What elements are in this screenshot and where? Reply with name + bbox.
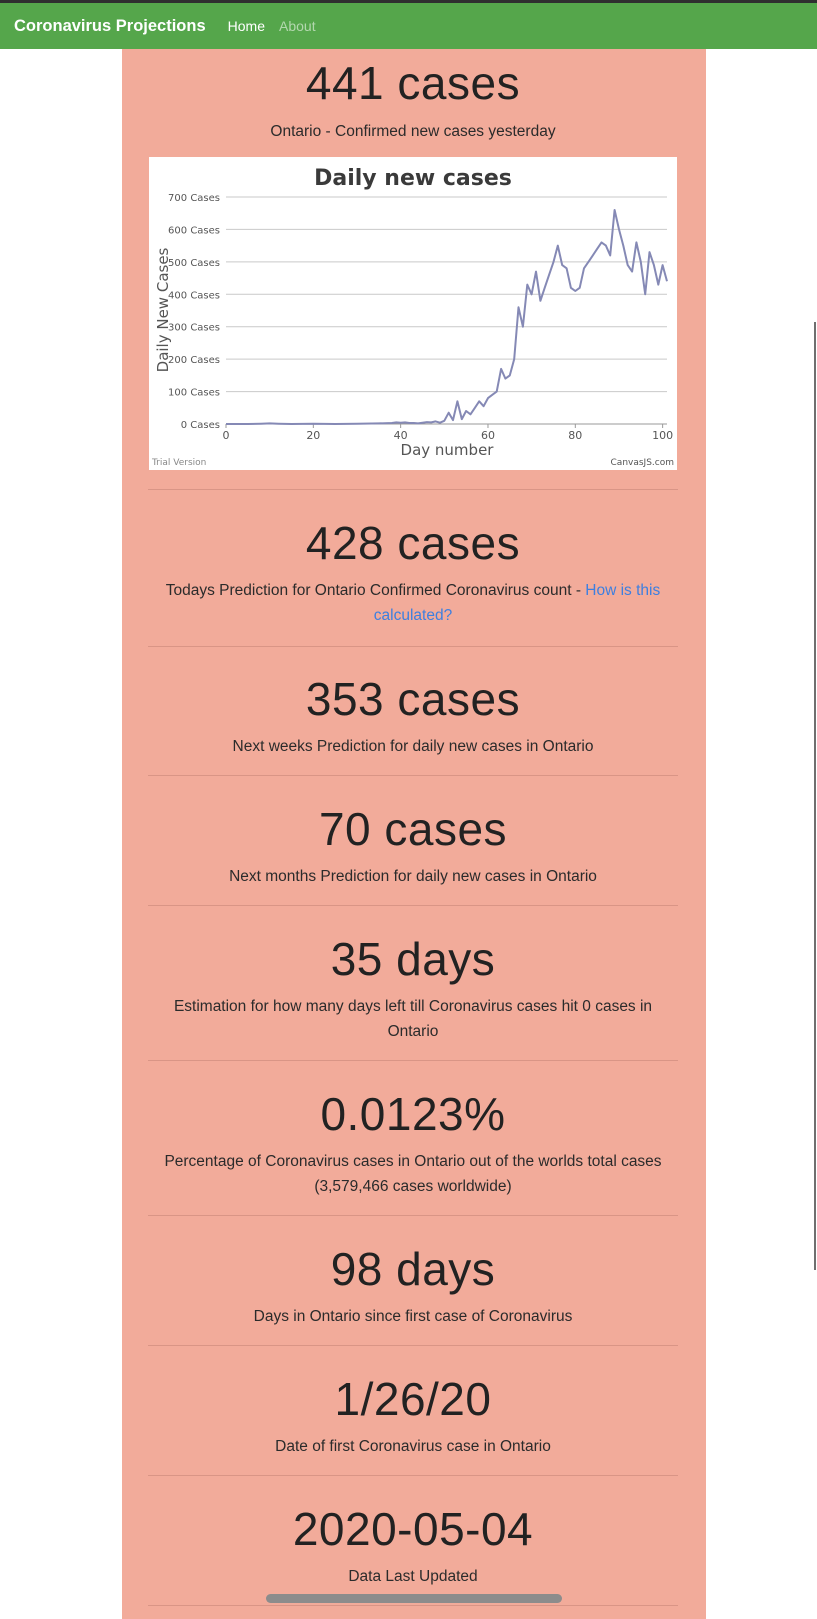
divider: [148, 1475, 678, 1476]
next-month-value: 70 cases: [318, 803, 508, 855]
chart-y-tick-label: 0 Cases: [181, 420, 220, 431]
today-label-text: Todays Prediction for Ontario Confirmed …: [165, 582, 586, 599]
next-month-section: 70 cases Next months Prediction for dail…: [148, 806, 678, 889]
updated-section: 2020-05-04 Data Last Updated: [148, 1506, 678, 1589]
daily-cases-chart: Daily new cases 0 Cases 100 Cases 200 Cases…: [149, 157, 677, 470]
chart-x-tick-label: 0: [223, 429, 230, 442]
days-since-label: Days in Ontario since first case of Coro…: [253, 1308, 573, 1325]
divider: [148, 489, 678, 490]
divider: [148, 1215, 678, 1216]
chart-y-tick-label: 700 Cases: [168, 193, 220, 204]
nav-about-link[interactable]: About: [279, 18, 316, 34]
updated-label: Data Last Updated: [348, 1568, 478, 1585]
home-indicator[interactable]: [266, 1594, 562, 1603]
navbar: Coronavirus Projections Home About: [0, 3, 817, 49]
chart-y-tick-label: 200 Cases: [168, 355, 220, 366]
chart-y-axis-label: Daily New Cases: [154, 247, 172, 372]
yesterday-label: Ontario - Confirmed new cases yesterday: [270, 123, 556, 140]
next-week-label: Next weeks Prediction for daily new case…: [232, 738, 594, 755]
next-month-label: Next months Prediction for daily new cas…: [229, 868, 597, 885]
next-week-section: 353 cases Next weeks Prediction for dail…: [148, 676, 678, 759]
percentage-label: Percentage of Coronavirus cases in Ontar…: [164, 1153, 662, 1195]
brand-link[interactable]: Coronavirus Projections: [14, 16, 206, 35]
yesterday-section: 441 cases Ontario - Confirmed new cases …: [148, 60, 678, 144]
days-left-value: 35 days: [330, 933, 496, 985]
divider: [148, 646, 678, 647]
divider: [148, 775, 678, 776]
how-calculated-link[interactable]: How is this calculated?: [373, 582, 661, 624]
chart-y-tick-label: 500 Cases: [168, 258, 220, 269]
nav-home-link[interactable]: Home: [227, 18, 265, 34]
chart-y-tick-label: 100 Cases: [168, 388, 220, 399]
chart-x-tick-label: 100: [652, 429, 673, 442]
updated-value: 2020-05-04: [292, 1503, 534, 1555]
chart-y-tick-label: 600 Cases: [168, 225, 220, 236]
first-case-label: Date of first Coronavirus case in Ontari…: [275, 1438, 551, 1455]
yesterday-value: 441 cases: [305, 57, 521, 109]
today-value: 428 cases: [305, 517, 521, 569]
page-scrollbar[interactable]: [814, 322, 816, 1270]
chart-x-tick-label: 40: [394, 429, 408, 442]
today-section: 428 cases Todays Prediction for Ontario …: [148, 520, 678, 628]
chart-watermark-left: Trial Version: [151, 458, 206, 468]
chart-x-tick-label: 60: [481, 429, 495, 442]
divider: [148, 1345, 678, 1346]
divider: [148, 1060, 678, 1061]
days-since-section: 98 days Days in Ontario since first case…: [148, 1246, 678, 1329]
days-left-label: Estimation for how many days left till C…: [173, 998, 653, 1040]
next-week-value: 353 cases: [305, 673, 521, 725]
chart-y-tick-label: 300 Cases: [168, 323, 220, 334]
today-label: Todays Prediction for Ontario Confirmed …: [148, 578, 678, 628]
chart-x-tick-label: 20: [306, 429, 320, 442]
chart-x-tick-label: 80: [568, 429, 582, 442]
chart-svg: Daily new cases 0 Cases 100 Cases 200 Cases…: [151, 166, 674, 468]
first-case-section: 1/26/20 Date of first Coronavirus case i…: [148, 1376, 678, 1459]
chart-y-tick-label: 400 Cases: [168, 290, 220, 301]
percentage-section: 0.0123% Percentage of Coronavirus cases …: [148, 1091, 678, 1199]
percentage-value: 0.0123%: [320, 1088, 506, 1140]
chart-x-axis-label: Day number: [401, 441, 495, 459]
divider: [148, 1605, 678, 1606]
divider: [148, 905, 678, 906]
chart-title: Daily new cases: [314, 166, 512, 191]
chart-series-line: [226, 209, 668, 425]
top-edge: [0, 0, 817, 3]
days-left-section: 35 days Estimation for how many days lef…: [148, 936, 678, 1044]
chart-watermark-right: CanvasJS.com: [611, 458, 674, 468]
first-case-value: 1/26/20: [334, 1373, 492, 1425]
days-since-value: 98 days: [330, 1243, 496, 1295]
